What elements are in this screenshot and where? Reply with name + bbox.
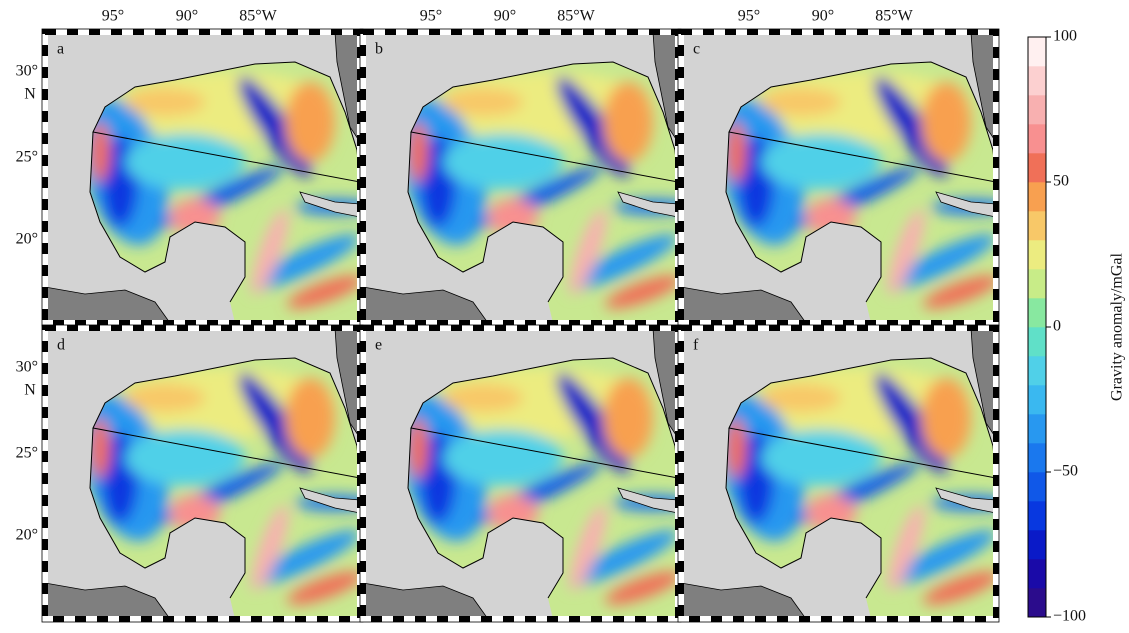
frame-checker: [678, 29, 999, 326]
colorbar-step: [1028, 298, 1046, 328]
colorbar-step: [1028, 356, 1046, 386]
lat-tick-label: 30°: [16, 359, 38, 376]
lat-tick-label: 20°: [16, 527, 38, 544]
frame-checker: [42, 29, 363, 326]
colorbar-step: [1028, 66, 1046, 96]
map-panel: d: [41, 324, 375, 623]
lon-tick-label: 90°: [494, 8, 516, 25]
map: [363, 32, 693, 323]
map-panel: a: [41, 28, 375, 327]
lat-tick-label: 25°: [16, 149, 38, 166]
colorbar-step: [1028, 588, 1046, 618]
map: [45, 32, 375, 323]
frame-checker: [678, 325, 999, 622]
colorbar-tick-label: −100: [1053, 608, 1086, 625]
colorbar-step: [1028, 37, 1046, 67]
lat-tick-label: 25°: [16, 445, 38, 462]
lon-tick-label: 85°W: [875, 8, 913, 25]
map-panel: c: [677, 28, 1011, 327]
colorbar-step: [1028, 269, 1046, 299]
frame-line: [677, 324, 1000, 623]
lat-tick-label: 30°: [16, 63, 38, 80]
lon-tick-label: 95°: [102, 8, 124, 25]
colorbar-step: [1028, 443, 1046, 473]
colorbar-step: [1028, 95, 1046, 125]
lat-tick-label: 20°: [16, 231, 38, 248]
panel-label: b: [375, 41, 383, 58]
map: [681, 32, 1011, 323]
map-panel: f: [677, 324, 1011, 623]
colorbar-step: [1028, 124, 1046, 154]
colorbar-step: [1028, 153, 1046, 183]
frame-checker: [360, 325, 681, 622]
lat-hemisphere: N: [24, 382, 36, 399]
panel-label: d: [57, 337, 65, 354]
map: [45, 328, 375, 619]
map: [363, 328, 693, 619]
colorbar-tick-label: 0: [1053, 318, 1061, 335]
colorbar-tick-label: 50: [1053, 173, 1069, 190]
panel-label: f: [693, 337, 699, 354]
colorbar-tick-label: −50: [1053, 463, 1078, 480]
colorbar-step: [1028, 559, 1046, 589]
colorbar-step: [1028, 501, 1046, 531]
map-panel: e: [359, 324, 693, 623]
map: [681, 328, 1011, 619]
colorbar-step: [1028, 240, 1046, 270]
lon-tick-label: 95°: [420, 8, 442, 25]
lon-tick-label: 90°: [812, 8, 834, 25]
lat-hemisphere: N: [24, 86, 36, 103]
lon-tick-label: 90°: [176, 8, 198, 25]
colorbar-step: [1028, 182, 1046, 212]
colorbar-tick-label: 100: [1053, 28, 1077, 45]
colorbar-label: Gravity anomaly/mGal: [1109, 252, 1126, 401]
lon-tick-label: 85°W: [239, 8, 277, 25]
colorbar-step: [1028, 530, 1046, 560]
panel-label: e: [375, 337, 382, 354]
colorbar-step: [1028, 385, 1046, 415]
frame-checker: [42, 325, 363, 622]
colorbar-step: [1028, 472, 1046, 502]
panel-label: a: [57, 41, 64, 58]
lon-tick-label: 95°: [738, 8, 760, 25]
panel-label: c: [693, 41, 700, 58]
colorbar-step: [1028, 414, 1046, 444]
colorbar-step: [1028, 327, 1046, 357]
lon-tick-label: 85°W: [557, 8, 595, 25]
colorbar-step: [1028, 211, 1046, 241]
frame-checker: [360, 29, 681, 326]
map-panel: b: [359, 28, 693, 327]
